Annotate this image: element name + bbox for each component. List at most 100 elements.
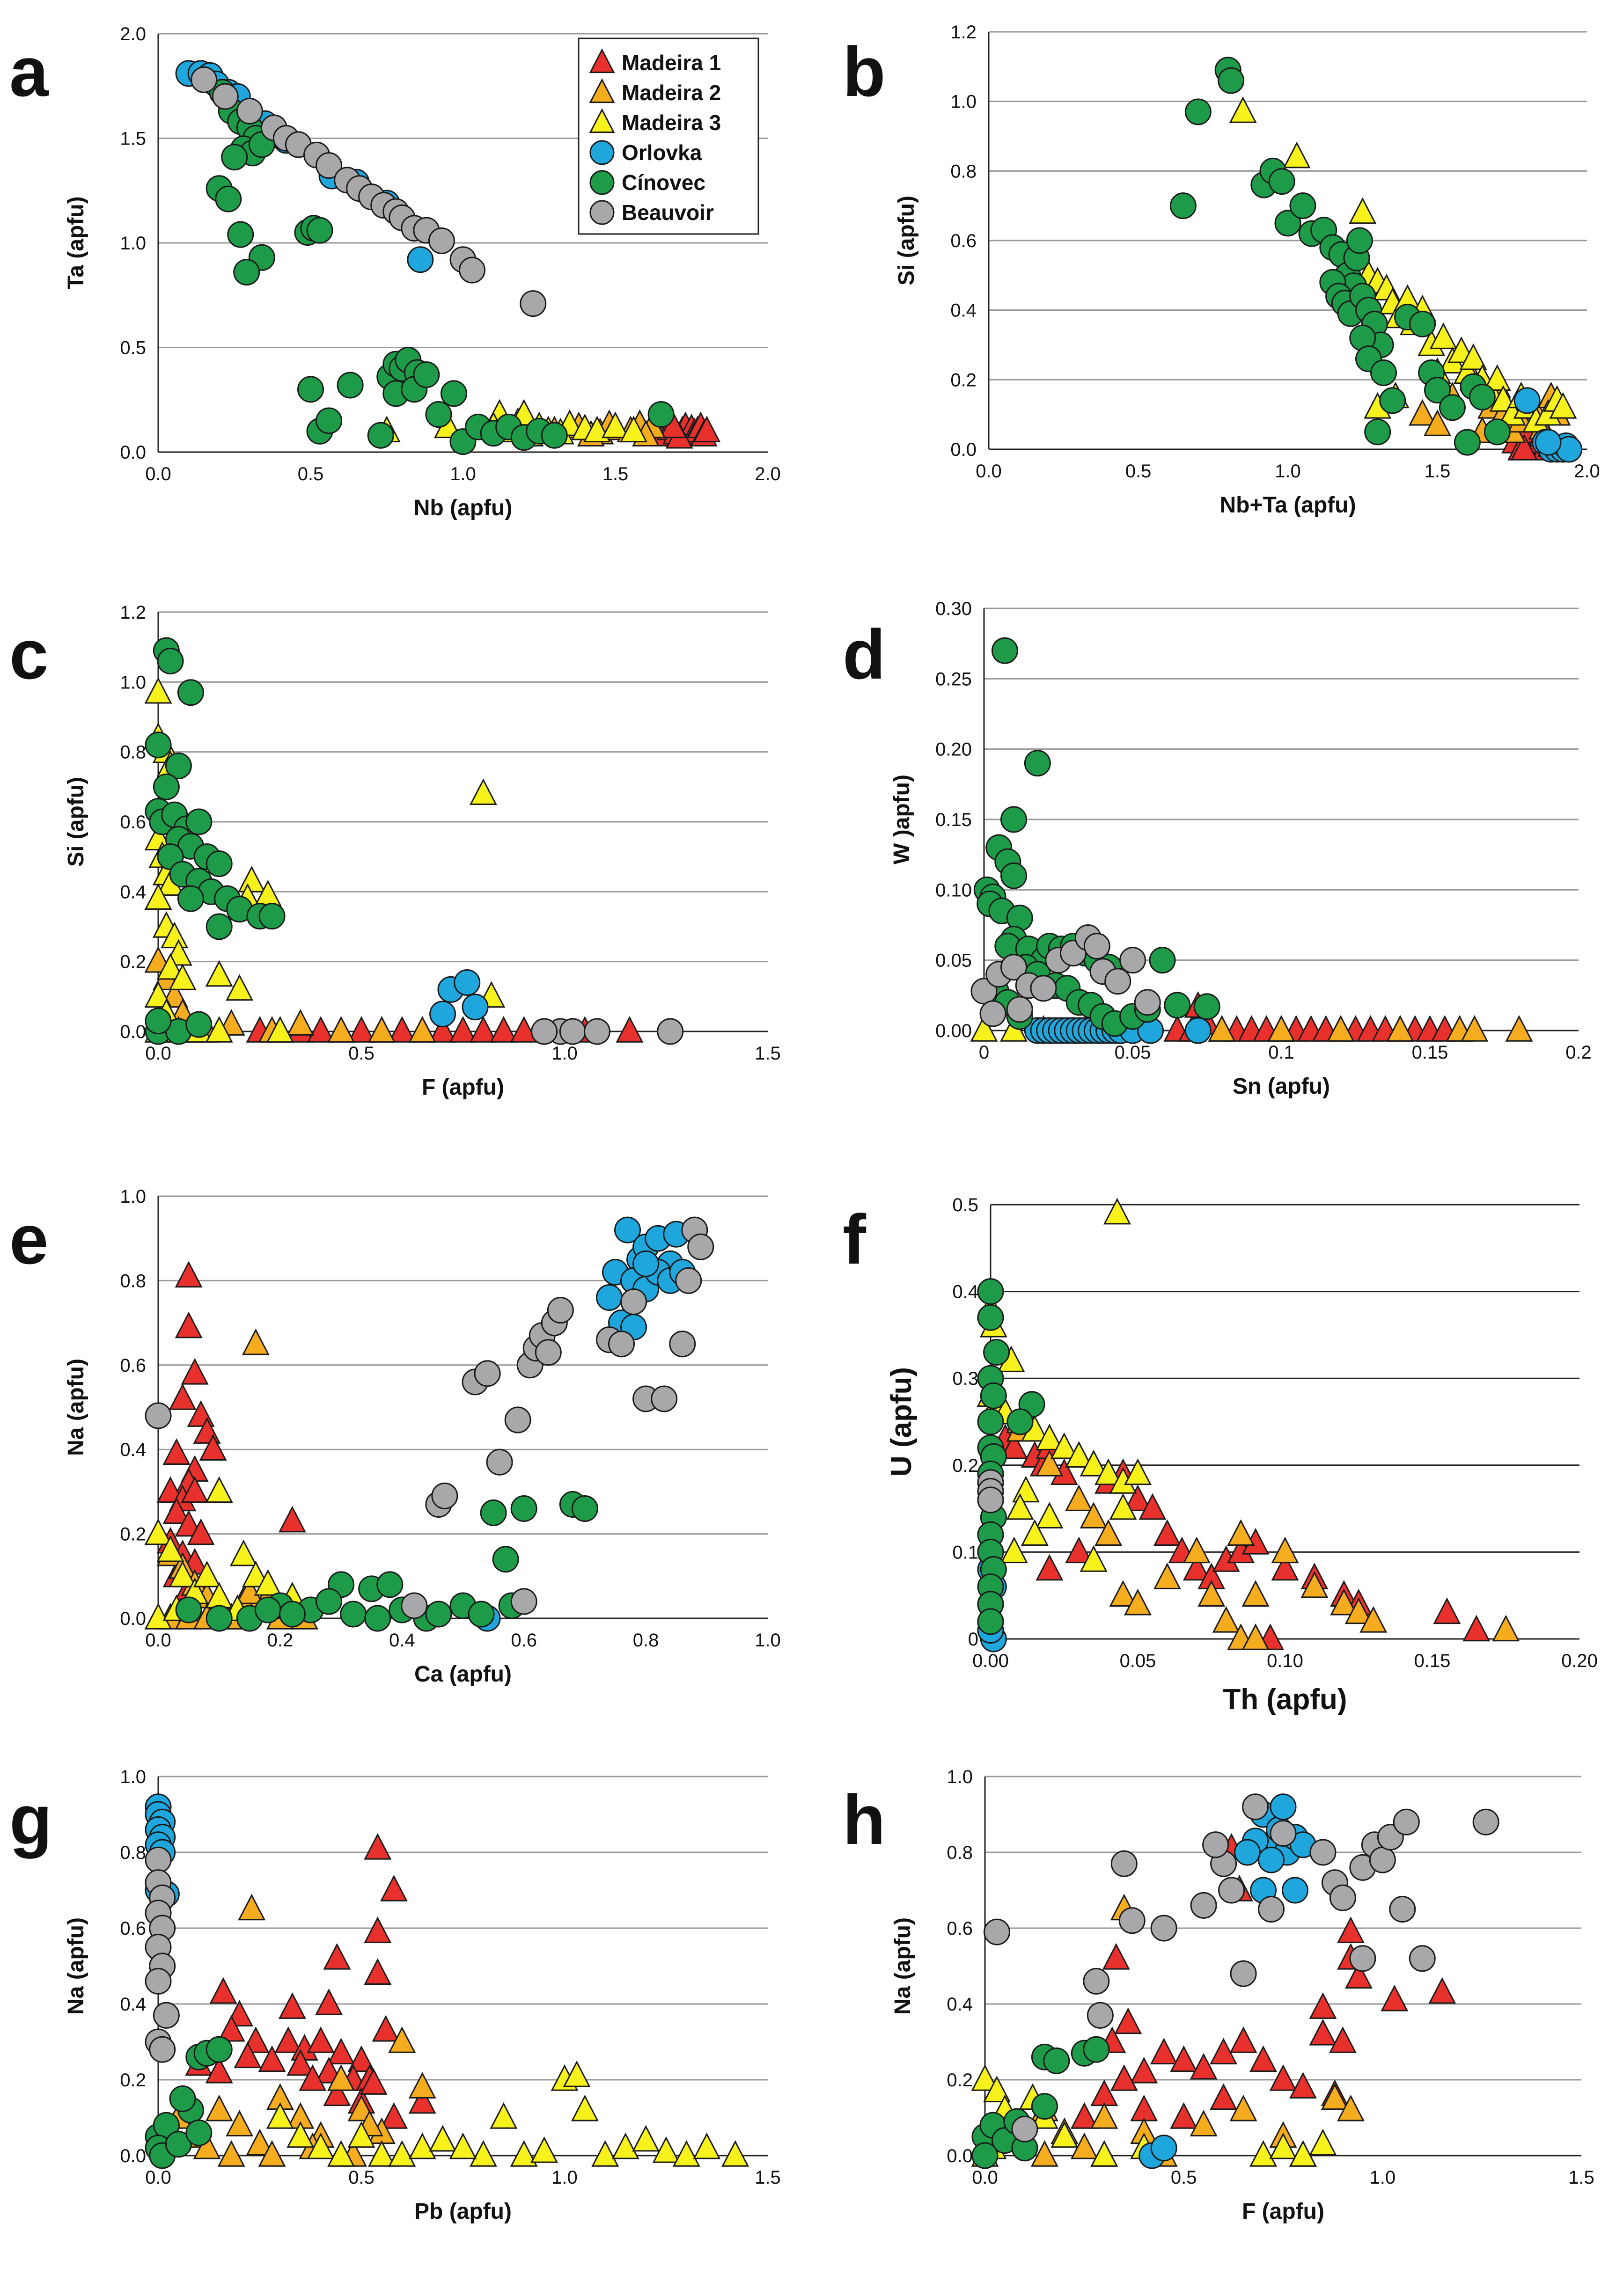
chart-panel-c: 0.0 0.2 0.4 0.6 0.8 1.0 1.2 0.0 0.5 1.0 1.5 F (apfu… xyxy=(9,602,781,1100)
data-point-ci-novec xyxy=(1193,993,1220,1020)
data-point-ci-novec xyxy=(971,2142,999,2169)
data-point-madeira-1 xyxy=(469,1016,497,1043)
data-point-ci-novec xyxy=(340,1601,367,1628)
x-tick-label: 1.0 xyxy=(1370,2167,1396,2188)
y-tick-label: 0.5 xyxy=(120,338,146,358)
data-point-orlovka xyxy=(1270,1793,1297,1821)
legend-label-madeira-3: Madeira 3 xyxy=(622,110,721,135)
data-point-ci-novec xyxy=(1024,750,1051,777)
data-point-ci-novec xyxy=(1000,806,1027,833)
data-point-ci-novec xyxy=(297,376,324,403)
data-point-madeira-1 xyxy=(1462,1615,1491,1642)
y-tick-label: 1.2 xyxy=(120,602,146,623)
y-tick-label: 0.0 xyxy=(950,439,977,460)
y-tick-label: 0.10 xyxy=(935,880,972,900)
data-point-ci-novec xyxy=(165,2131,192,2158)
data-point-madeira-1 xyxy=(380,1875,408,1901)
data-point-ci-novec xyxy=(425,1601,452,1628)
data-point-beauvoir xyxy=(149,2036,176,2063)
y-tick-label: 0.20 xyxy=(935,739,972,760)
data-point-madeira-1 xyxy=(286,2049,315,2076)
data-point-madeira-3 xyxy=(347,2121,375,2148)
data-point-madeira-2 xyxy=(1344,1597,1373,1624)
data-point-beauvoir xyxy=(1118,1907,1146,1934)
x-tick-label: 0.0 xyxy=(145,464,171,484)
data-point-madeira-1 xyxy=(1114,2007,1142,2034)
x-tick-label: 0.2 xyxy=(1565,1042,1592,1063)
x-tick-label: 0 xyxy=(979,1042,989,1063)
chart-panel-g: 0.0 0.2 0.4 0.6 0.8 1.0 0.0 0.5 1.0 1.5 Pb (apfu) N… xyxy=(9,1767,781,2224)
data-point-madeira-2 xyxy=(1208,1015,1236,1042)
data-point-madeira-3 xyxy=(1109,1493,1137,1520)
panel-letter: b xyxy=(843,32,886,111)
y-axis-label: Si (apfu) xyxy=(64,777,88,867)
data-point-ci-novec xyxy=(221,144,248,171)
series-madeira-2 xyxy=(1208,1015,1533,1042)
data-point-beauvoir xyxy=(1011,2115,1038,2142)
y-tick-label: 1.5 xyxy=(120,129,146,149)
data-point-madeira-2 xyxy=(1505,1015,1533,1042)
data-point-madeira-2 xyxy=(1492,1615,1520,1642)
legend-label-madeira-2: Madeira 2 xyxy=(622,80,721,105)
data-point-beauvoir xyxy=(212,83,239,110)
data-point-madeira-2 xyxy=(1271,1536,1299,1564)
data-point-madeira-2 xyxy=(1080,1502,1108,1528)
data-point-beauvoir xyxy=(979,1000,1006,1027)
data-point-madeira-1 xyxy=(490,1016,518,1043)
data-point-madeira-1 xyxy=(1110,2064,1138,2091)
data-point-madeira-3 xyxy=(971,2064,999,2091)
data-point-beauvoir xyxy=(687,1233,714,1260)
y-tick-label: 1.0 xyxy=(120,233,146,254)
data-point-madeira-3 xyxy=(1124,1458,1152,1485)
data-point-madeira-3 xyxy=(1309,2128,1337,2156)
data-point-madeira-2 xyxy=(367,1016,396,1043)
data-point-madeira-2 xyxy=(235,1577,264,1604)
data-point-madeira-1 xyxy=(1428,1977,1456,2004)
series-madeira-1 xyxy=(156,1261,306,1600)
data-point-madeira-1 xyxy=(372,2015,400,2042)
x-axis-label: Sn (apfu) xyxy=(1233,1074,1330,1099)
data-point-madeira-3 xyxy=(1080,1545,1108,1572)
data-point-madeira-3 xyxy=(591,2140,619,2167)
data-point-madeira-3 xyxy=(169,1560,197,1587)
data-point-orlovka xyxy=(1258,1846,1285,1873)
data-point-madeira-2 xyxy=(1327,1015,1355,1042)
data-point-madeira-1 xyxy=(1070,2102,1098,2129)
y-tick-label: 0.0 xyxy=(120,442,146,463)
data-point-ci-novec xyxy=(468,1601,495,1628)
data-point-ci-novec xyxy=(977,1408,1004,1435)
data-point-madeira-1 xyxy=(278,1506,306,1533)
data-point-ci-novec xyxy=(185,1011,213,1038)
data-point-orlovka xyxy=(462,994,489,1021)
x-tick-label: 0.1 xyxy=(1268,1042,1294,1063)
data-point-ci-novec xyxy=(206,1605,233,1632)
data-point-madeira-1 xyxy=(1170,2045,1198,2072)
x-tick-label: 0.0 xyxy=(145,2167,171,2188)
data-point-ci-novec xyxy=(175,1596,202,1623)
x-tick-label: 1.0 xyxy=(755,1630,781,1651)
data-point-beauvoir xyxy=(1270,1820,1297,1847)
data-point-beauvoir xyxy=(559,1018,586,1045)
data-point-madeira-1 xyxy=(364,1916,392,1943)
data-point-ci-novec xyxy=(185,808,213,835)
x-tick-label: 0.8 xyxy=(633,1630,659,1651)
chart-panel-f: 0 0.1 0.2 0.3 0.4 0.5 0.00 0.05 0.10 0.15 0.20 Th (… xyxy=(843,1195,1598,1716)
data-point-madeira-1 xyxy=(175,1311,203,1338)
data-point-ci-novec xyxy=(376,1571,404,1598)
data-point-madeira-1 xyxy=(307,1016,335,1043)
data-point-madeira-2 xyxy=(1197,1580,1226,1607)
data-point-beauvoir xyxy=(1110,1850,1138,1877)
series-orlovka xyxy=(429,969,489,1028)
y-tick-label: 0.4 xyxy=(950,300,977,321)
x-axis-label: F (apfu) xyxy=(1242,2199,1324,2224)
data-point-madeira-1 xyxy=(388,1016,416,1043)
series-beauvoir xyxy=(970,924,1161,1027)
data-point-ci-novec xyxy=(1379,387,1406,414)
data-point-beauvoir xyxy=(486,1448,513,1476)
data-point-ci-novec xyxy=(1006,1408,1034,1435)
y-tick-label: 0.2 xyxy=(120,2070,146,2091)
x-tick-label: 0.0 xyxy=(145,1043,171,1064)
legend-marker-madeira-3 xyxy=(589,108,615,133)
data-point-madeira-3 xyxy=(1349,197,1377,224)
data-point-ci-novec xyxy=(367,422,394,449)
